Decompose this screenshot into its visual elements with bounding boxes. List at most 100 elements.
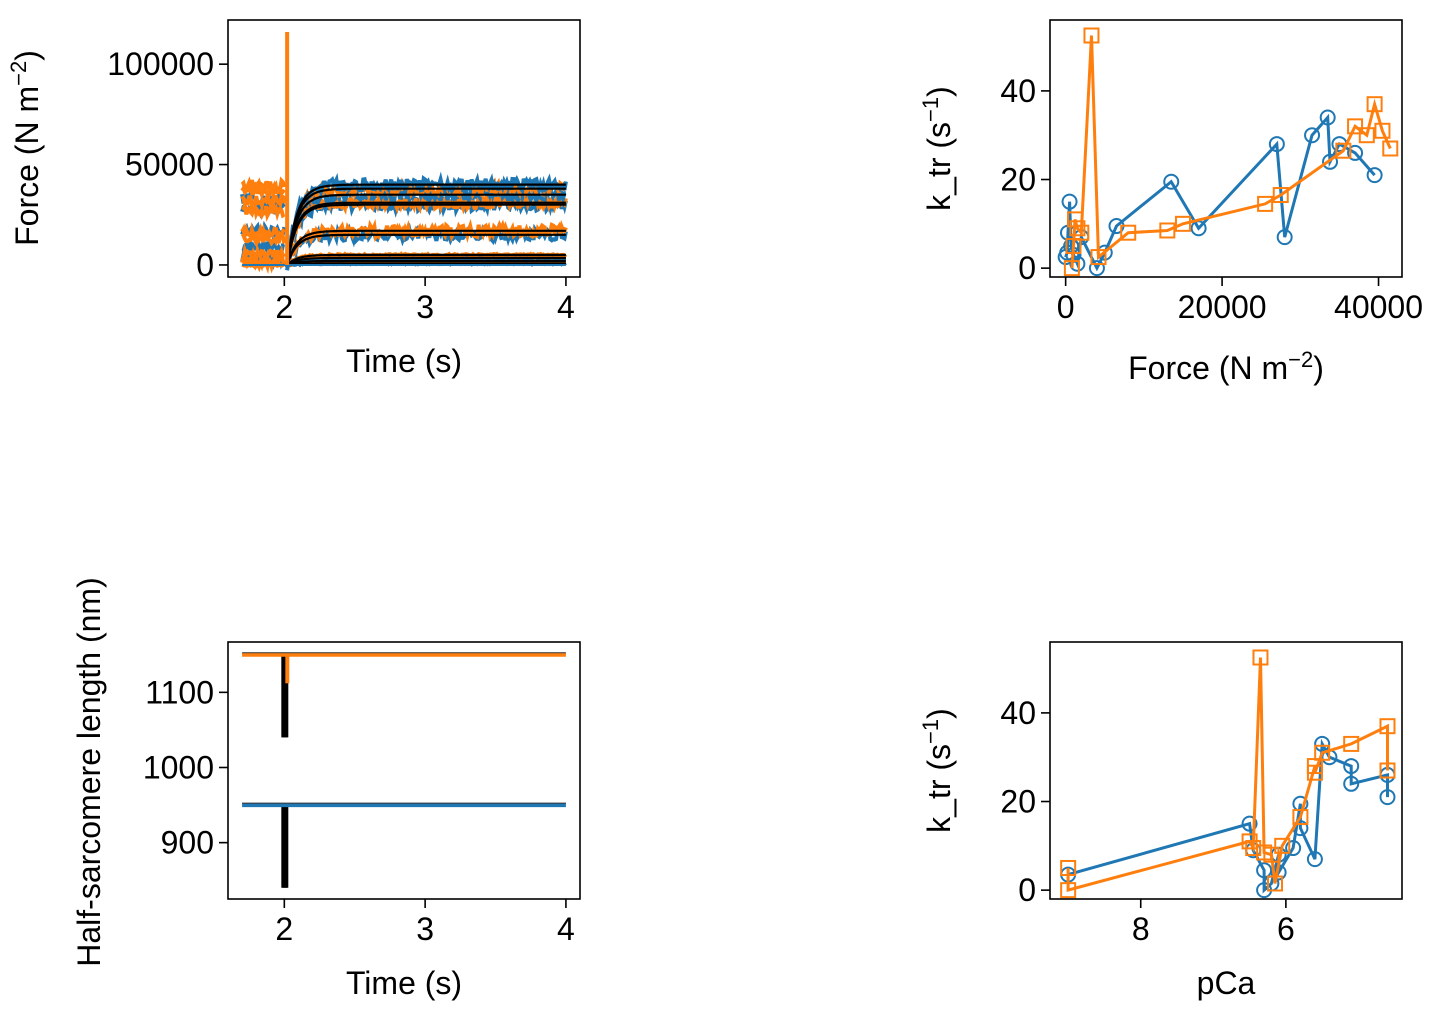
data-point-circle <box>1276 229 1293 246</box>
data-point-square <box>1379 718 1396 735</box>
data-point-circle <box>1241 815 1258 832</box>
ktr-pca-ylabel: k_tr (s−1) <box>918 708 957 833</box>
data-point-circle <box>1319 109 1336 126</box>
hsl-time-plot-area <box>242 652 566 888</box>
ktr-force-ticks: 0 20000 40000 0 20 40 <box>1000 73 1423 325</box>
fit-curve <box>286 187 566 266</box>
force-time-ylabel: Force (N m−2) <box>6 50 45 246</box>
data-point-square <box>1374 122 1391 139</box>
ktr-pca-panel: 8 6 0 20 40 pCa k_tr (s−1) <box>918 641 1403 1001</box>
data-point-circle <box>1347 144 1364 161</box>
x-tick-label: 20000 <box>1178 289 1267 325</box>
y-tick-label: 0 <box>1018 872 1036 908</box>
data-point-square <box>1174 215 1191 232</box>
force-time-ticks: 2 3 4 0 50000 100000 <box>107 46 575 325</box>
y-tick-label: 40 <box>1000 695 1036 731</box>
data-point-square <box>1366 96 1383 113</box>
y-tick-label: 50000 <box>125 147 214 183</box>
pre-trace-orange <box>241 200 286 222</box>
y-tick-label: 0 <box>1018 250 1036 286</box>
x-tick-label: 8 <box>1132 911 1150 947</box>
pre-trace-orange <box>240 179 286 202</box>
data-point-circle <box>1061 193 1078 210</box>
data-point-circle <box>1314 735 1331 752</box>
data-point-square <box>1292 809 1309 826</box>
data-point-square <box>1263 846 1280 863</box>
force-time-axes-frame <box>227 19 581 278</box>
data-point-square <box>1069 220 1086 237</box>
ktr-force-axes-frame <box>1049 19 1403 278</box>
series-line-orange <box>1066 657 1389 893</box>
pre-trace-orange <box>240 188 287 214</box>
force-time-xlabel: Time (s) <box>346 343 462 379</box>
data-point-circle <box>1343 758 1360 775</box>
data-point-circle <box>1306 851 1323 868</box>
data-point-square <box>1120 224 1137 241</box>
data-point-square <box>1382 140 1399 157</box>
data-point-circle <box>1379 789 1396 806</box>
data-point-square <box>1060 859 1077 876</box>
fit-curve <box>286 256 566 266</box>
data-point-circle <box>1088 260 1105 277</box>
data-point-square <box>1090 249 1107 266</box>
y-tick-label: 100000 <box>107 46 214 82</box>
x-tick-label: 2 <box>275 289 293 325</box>
y-tick-label: 0 <box>196 247 214 283</box>
data-point-square <box>1073 224 1090 241</box>
fit-curve <box>286 262 566 267</box>
ktr-force-panel: 0 20000 40000 0 20 40 Force (N m−2) k_tr (s−1… <box>918 19 1423 386</box>
x-tick-label: 40000 <box>1334 289 1423 325</box>
force-time-panel: 2 3 4 0 50000 100000 Time (s) Force (N m−2) <box>6 19 581 379</box>
data-point-circle <box>1069 255 1086 272</box>
data-point-circle <box>1366 167 1383 184</box>
ktr-force-xlabel: Force (N m−2) <box>1128 347 1324 386</box>
ktr-force-ylabel: k_tr (s−1) <box>918 86 957 211</box>
x-tick-label: 0 <box>1057 289 1075 325</box>
series-line-blue <box>1067 738 1389 894</box>
y-tick-label: 40 <box>1000 73 1036 109</box>
y-tick-label: 1000 <box>143 749 214 785</box>
data-point-square <box>1257 195 1274 212</box>
data-point-circle <box>1163 173 1180 190</box>
data-point-square <box>1159 222 1176 239</box>
ktr-pca-plot-area <box>1060 649 1396 899</box>
data-point-square <box>1274 837 1291 854</box>
data-point-square <box>1245 840 1262 857</box>
fit-curve <box>286 253 566 266</box>
data-point-square <box>1266 875 1283 892</box>
data-point-square <box>1060 882 1077 899</box>
y-tick-label: 20 <box>1000 784 1036 820</box>
fit-curve <box>286 193 566 266</box>
pre-trace-orange <box>240 252 287 275</box>
data-point-square <box>1083 27 1100 44</box>
data-point-square <box>1379 762 1396 779</box>
fit-curve <box>286 233 566 266</box>
fit-curve <box>286 203 566 266</box>
data-point-circle <box>1268 136 1285 153</box>
fit-curve <box>286 201 566 266</box>
data-point-square <box>1335 142 1352 159</box>
data-point-circle <box>1322 153 1339 170</box>
x-tick-label: 2 <box>275 911 293 947</box>
fit-curve <box>286 259 566 267</box>
hsl-time-ticks: 2 3 4 900 1000 1100 <box>143 674 575 947</box>
x-tick-label: 4 <box>557 289 575 325</box>
x-tick-label: 4 <box>557 911 575 947</box>
pre-trace-orange <box>240 243 287 267</box>
data-point-circle <box>1343 775 1360 792</box>
hsl-time-panel: 2 3 4 900 1000 1100 Time (s) Half-sarcomere l… <box>71 577 581 1001</box>
ktr-pca-xlabel: pCa <box>1197 965 1256 1001</box>
series-line-blue <box>1064 113 1376 272</box>
data-point-square <box>1343 735 1360 752</box>
data-point-square <box>1306 764 1323 781</box>
data-point-square <box>1252 649 1269 666</box>
ktr-force-plot-area <box>1057 27 1399 277</box>
hsl-time-axes-frame <box>227 641 581 900</box>
y-tick-label: 900 <box>161 825 214 861</box>
x-tick-label: 3 <box>416 911 434 947</box>
data-point-square <box>1358 127 1375 144</box>
fit-curve <box>286 229 566 266</box>
data-point-square <box>1347 118 1364 135</box>
data-point-circle <box>1285 840 1302 857</box>
